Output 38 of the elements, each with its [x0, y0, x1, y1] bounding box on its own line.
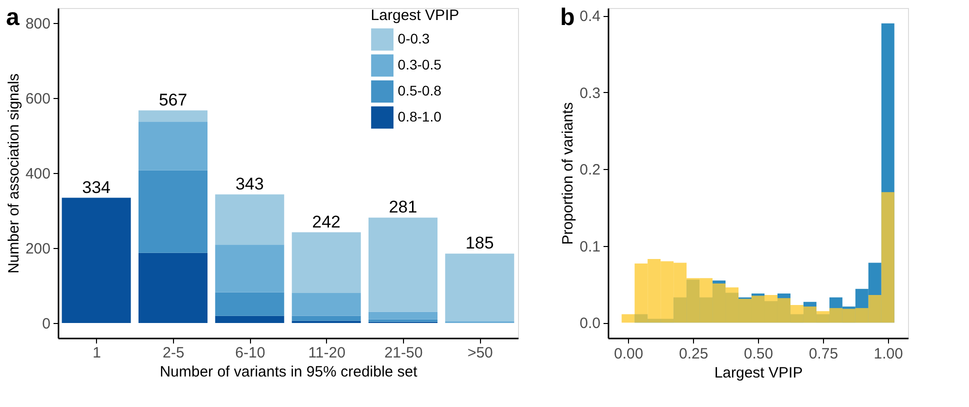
y-tick-label: 0.2 [580, 162, 600, 179]
x-tick-label: 6-10 [235, 344, 266, 362]
y-tick-label: 800 [25, 16, 50, 32]
legend-label: 0-0.3 [398, 30, 430, 46]
legend-label: 0.8-1.0 [398, 108, 442, 124]
x-tick-label: 1 [92, 344, 102, 362]
y-tick-label: 200 [25, 240, 50, 258]
total-label: 343 [235, 174, 264, 194]
x-axis-title: Largest VPIP [714, 364, 803, 382]
legend-title: Largest VPIP [370, 7, 460, 24]
total-label: 185 [465, 234, 494, 253]
y-axis-title: Proportion of variants [560, 102, 577, 245]
legend-label: 0.3-0.5 [398, 56, 442, 72]
x-tick-label: 21-50 [384, 344, 423, 362]
chart-title: a [6, 4, 20, 31]
y-tick-label: 0.4 [580, 8, 600, 26]
x-tick-label: >50 [467, 344, 493, 362]
y-tick-label: 600 [25, 90, 50, 108]
x-tick-label: 11-20 [308, 344, 346, 362]
y-tick-label: 0 [42, 316, 50, 332]
x-tick-label: 1.00 [874, 346, 903, 362]
total-label: 242 [312, 212, 341, 232]
x-tick-label: 2-5 [162, 344, 184, 362]
x-tick-label: 0.25 [678, 346, 708, 362]
chart-title: b [560, 4, 575, 31]
legend-label: 0.5-0.8 [398, 82, 442, 98]
y-tick-label: 400 [25, 166, 50, 182]
y-tick-label: 0.3 [580, 84, 600, 102]
x-tick-label: 0.75 [808, 346, 838, 362]
total-label: 334 [82, 178, 111, 197]
x-tick-label: 0.50 [744, 346, 774, 362]
y-tick-label: 0.1 [580, 238, 600, 256]
y-axis-title: Number of association signals [5, 73, 22, 274]
x-tick-label: 0.00 [614, 346, 644, 362]
total-label: 567 [158, 90, 188, 110]
x-axis-title: Number of variants in 95% credible set [160, 364, 418, 380]
total-label: 281 [388, 198, 418, 217]
y-tick-label: 0.0 [580, 315, 600, 332]
